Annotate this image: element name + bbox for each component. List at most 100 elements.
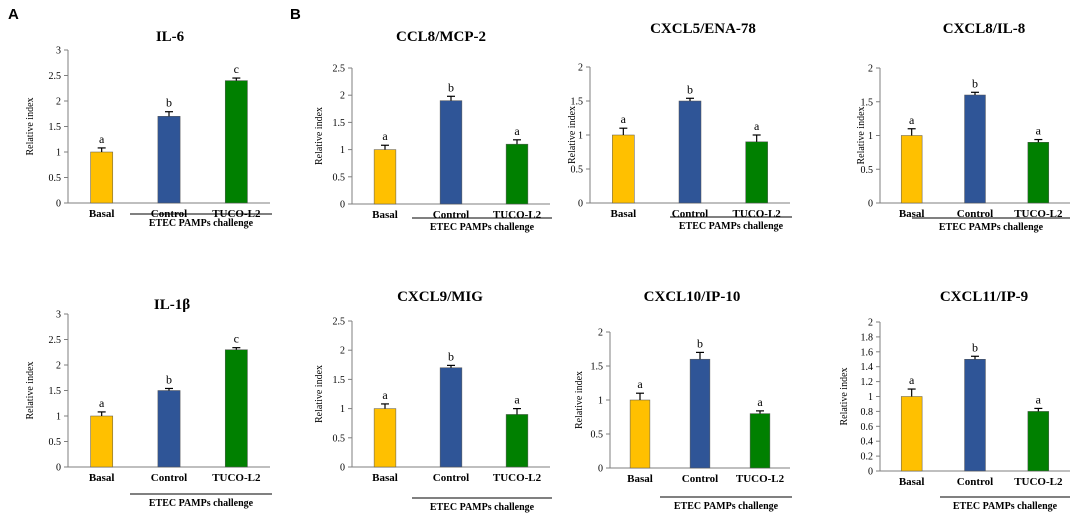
y-axis-label: Relative index (567, 106, 578, 164)
bar-tuco-l2 (749, 413, 771, 469)
y-tick-label: 0.8 (861, 407, 874, 418)
y-tick-label: 0.5 (861, 165, 874, 176)
significance-letter: b (972, 340, 978, 354)
category-label: Control (151, 472, 187, 484)
category-label: Basal (627, 473, 653, 485)
y-tick-label: 1.8 (861, 332, 874, 343)
significance-letter: a (1036, 392, 1042, 406)
bar-tuco-l2 (505, 143, 529, 205)
y-tick-label: 1 (868, 392, 873, 403)
y-tick-label: 0.5 (49, 437, 62, 448)
chart-6: CXCL9/MIG Relative index 0 0.5 1 1.5 2 2.5 a Basa… (314, 289, 552, 513)
chart-title: CXCL5/ENA-78 (650, 21, 756, 37)
category-label: TUCO-L2 (493, 472, 542, 484)
y-tick-label: 1.5 (49, 386, 62, 397)
bar-tuco-l2 (224, 80, 248, 204)
group-label: ETEC PAMPs challenge (953, 501, 1058, 512)
bar-basal (373, 149, 397, 205)
significance-letter: a (514, 393, 520, 407)
chart-title: CCL8/MCP-2 (396, 29, 486, 45)
y-tick-label: 2 (868, 318, 873, 329)
bar-control (157, 116, 181, 204)
group-label: ETEC PAMPs challenge (149, 498, 254, 509)
bar-tuco-l2 (745, 141, 768, 204)
significance-letter: b (166, 96, 172, 110)
y-axis-label: Relative index (839, 367, 850, 425)
y-tick-label: 1.5 (861, 97, 874, 108)
category-label: Basal (89, 472, 115, 484)
significance-letter: a (382, 129, 388, 143)
y-tick-label: 0.2 (861, 452, 874, 463)
y-tick-label: 0.5 (333, 433, 346, 444)
significance-letter: c (234, 332, 239, 346)
y-tick-label: 2 (340, 346, 345, 357)
y-tick-label: 2 (56, 97, 61, 108)
significance-letter: a (909, 373, 915, 387)
category-label: TUCO-L2 (212, 472, 261, 484)
category-label: Basal (89, 208, 115, 220)
y-tick-label: 1.4 (861, 362, 874, 373)
bar-control (678, 100, 702, 204)
significance-letter: a (637, 377, 643, 391)
y-tick-label: 0 (56, 199, 61, 210)
y-tick-label: 0.5 (49, 173, 62, 184)
y-tick-label: 1.6 (861, 347, 874, 358)
group-label: ETEC PAMPs challenge (430, 502, 535, 513)
y-tick-label: 1.5 (333, 118, 346, 129)
y-tick-label: 0.6 (861, 422, 874, 433)
significance-letter: b (166, 372, 172, 386)
y-tick-label: 2 (340, 91, 345, 102)
bar-basal (900, 135, 923, 204)
panel-letter-b: B (290, 6, 301, 23)
significance-letter: b (972, 76, 978, 90)
significance-letter: a (99, 132, 105, 146)
y-tick-label: 0 (868, 199, 873, 210)
y-tick-label: 0 (56, 463, 61, 474)
significance-letter: a (754, 119, 760, 133)
y-tick-label: 0 (340, 463, 345, 474)
bar-basal (629, 399, 651, 469)
chart-title: IL-6 (156, 29, 185, 45)
significance-letter: c (234, 62, 239, 76)
chart-7: CXCL10/IP-10 Relative index 0 0.5 1 1.5 2 a Basa… (574, 289, 792, 512)
chart-title: CXCL8/IL-8 (943, 21, 1026, 37)
category-label: Basal (372, 472, 398, 484)
significance-letter: b (697, 336, 703, 350)
significance-letter: a (382, 388, 388, 402)
bar-basal (900, 396, 923, 472)
bar-control (689, 358, 711, 469)
y-tick-label: 2 (598, 328, 603, 339)
significance-letter: a (1036, 124, 1042, 138)
group-label: ETEC PAMPs challenge (149, 218, 254, 229)
category-label: Basal (899, 208, 925, 220)
chart-title: CXCL10/IP-10 (644, 289, 741, 305)
y-tick-label: 1.5 (333, 375, 346, 386)
y-tick-label: 0.5 (333, 172, 346, 183)
chart-2: CCL8/MCP-2 Relative index 0 0.5 1 1.5 2 2.5 a Bas… (314, 29, 552, 233)
category-label: Control (682, 473, 718, 485)
category-label: Control (433, 472, 469, 484)
chart-title: CXCL11/IP-9 (940, 289, 1028, 305)
bar-tuco-l2 (1027, 411, 1050, 472)
category-label: Basal (372, 209, 398, 221)
y-tick-label: 1 (340, 145, 345, 156)
y-tick-label: 3 (56, 310, 61, 321)
y-axis-label: Relative index (314, 107, 325, 165)
y-tick-label: 2.5 (333, 317, 346, 328)
category-label: TUCO-L2 (736, 473, 785, 485)
y-tick-label: 2 (56, 361, 61, 372)
bar-basal (90, 415, 114, 468)
significance-letter: b (448, 80, 454, 94)
chart-5: IL-1β Relative index 0 0.5 1 1.5 2 2.5 3 a Basal b C… (25, 297, 272, 509)
chart-title: IL-1β (154, 297, 190, 313)
group-label: ETEC PAMPs challenge (939, 222, 1044, 233)
y-tick-label: 0.5 (571, 165, 584, 176)
significance-letter: a (514, 124, 520, 138)
category-label: TUCO-L2 (1014, 476, 1063, 488)
y-tick-label: 0 (598, 464, 603, 475)
chart-3: CXCL5/ENA-78 Relative index 0 0.5 1 1.5 2 a Basa… (567, 21, 792, 232)
significance-letter: a (621, 112, 627, 126)
y-tick-label: 1.5 (49, 122, 62, 133)
